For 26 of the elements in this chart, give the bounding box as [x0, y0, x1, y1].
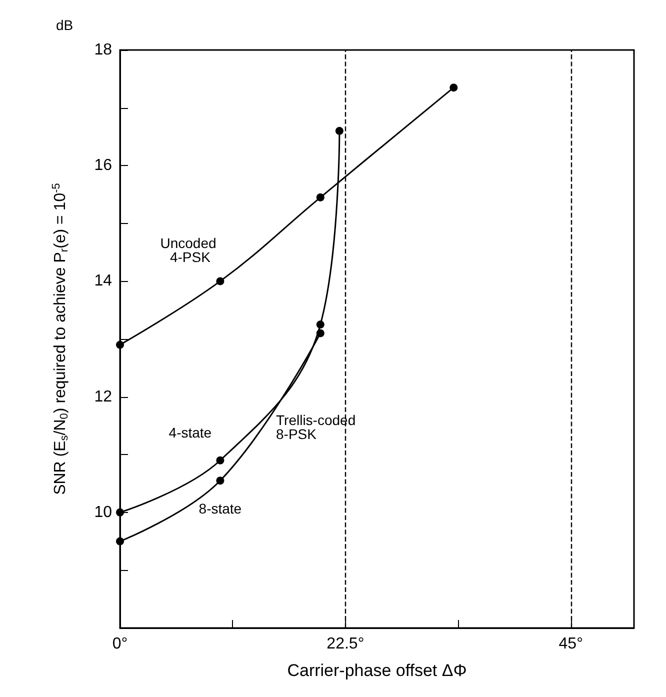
- y-tick-label: 18: [94, 42, 112, 58]
- y-tick-label: 16: [94, 157, 112, 174]
- point: [316, 320, 324, 329]
- text: dB: [56, 17, 74, 33]
- series-label: 4-state: [168, 424, 212, 440]
- point: [116, 537, 124, 546]
- point: [316, 193, 324, 202]
- x-tick-label: 45°: [558, 636, 583, 652]
- point: [216, 277, 224, 286]
- y-tick-label: 10: [94, 504, 112, 521]
- x-tick-label: 22.5°: [326, 636, 364, 652]
- point: [116, 508, 124, 516]
- annotation: Trellis-coded 8-PSK: [276, 412, 360, 442]
- x-axis-title: Carrier-phase offset ΔΦ: [287, 661, 467, 680]
- point: [335, 126, 344, 135]
- point: [216, 456, 224, 464]
- series-label: 8-state: [198, 500, 242, 517]
- point: [450, 84, 458, 92]
- series-label: Uncoded 4-PSK: [160, 235, 220, 266]
- y-tick-label: 14: [94, 272, 112, 290]
- point: [316, 329, 324, 338]
- point: [216, 476, 224, 485]
- y-tick-label: 12: [94, 388, 112, 406]
- x-tick-label: 0°: [112, 636, 128, 652]
- y-axis-title: SNR (Es/N0) required to achieve Pr(e) = 10-5: [50, 183, 70, 495]
- point: [116, 340, 124, 349]
